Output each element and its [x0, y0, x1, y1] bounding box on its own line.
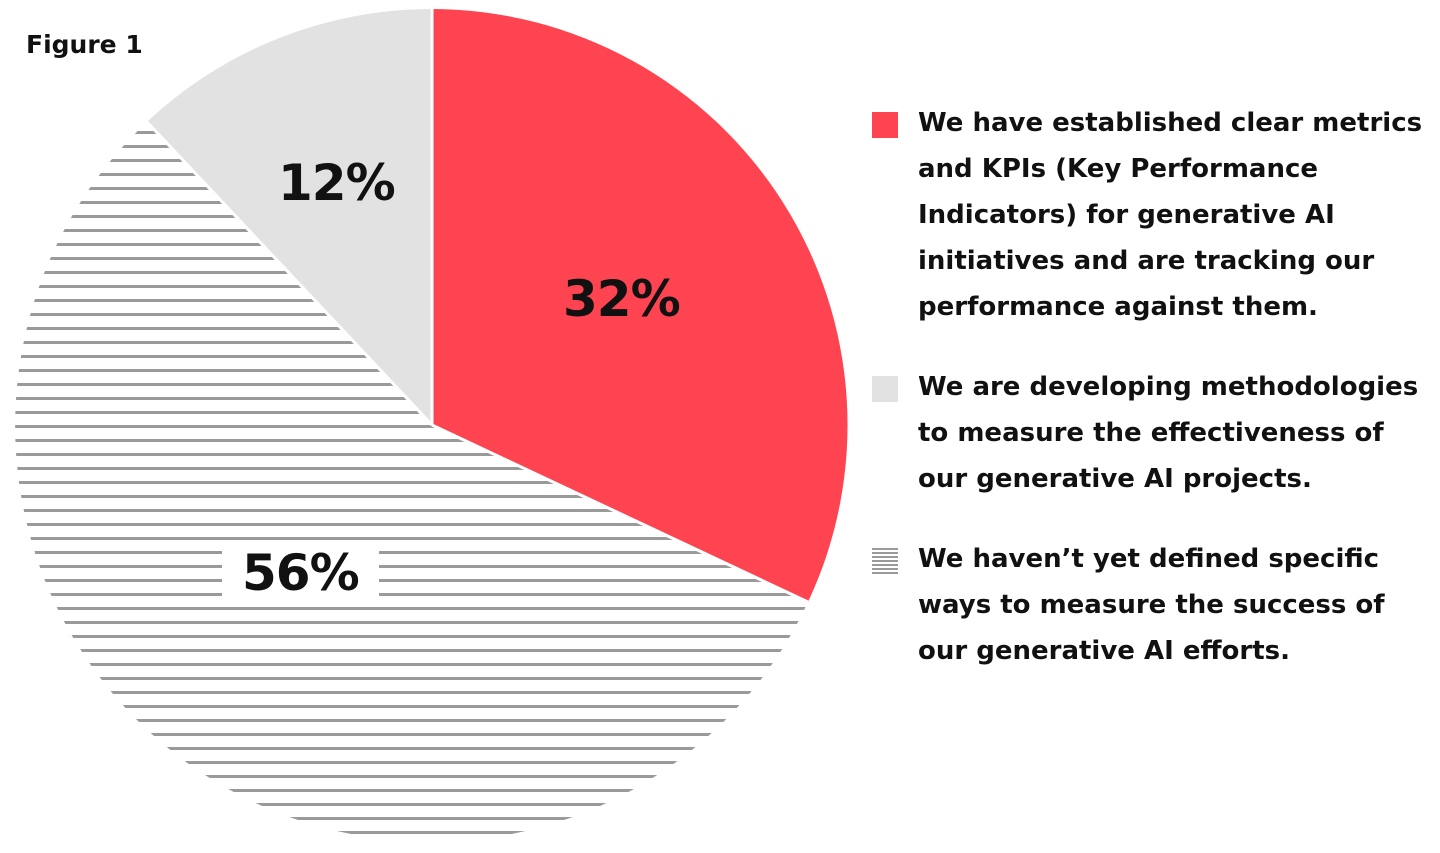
- legend-item-developing: We are developing methodologies to measu…: [872, 364, 1432, 502]
- legend-item-established: We have established clear metrics and KP…: [872, 100, 1432, 330]
- slice-established: [432, 9, 848, 602]
- legend-text: We are developing methodologies to measu…: [918, 372, 1419, 494]
- legend-text: We haven’t yet defined specific ways to …: [918, 544, 1385, 666]
- slice-developing: [147, 9, 432, 425]
- slice-label-56: 56%: [222, 540, 379, 604]
- striped-swatch-icon: [872, 548, 898, 574]
- slice-label-32: 32%: [563, 270, 681, 328]
- legend-text: We have established clear metrics and KP…: [918, 108, 1423, 322]
- red-swatch-icon: [872, 112, 898, 138]
- slice-label-12: 12%: [278, 154, 396, 212]
- legend-item-not-defined: We haven’t yet defined specific ways to …: [872, 536, 1432, 674]
- legend: We have established clear metrics and KP…: [872, 100, 1432, 708]
- gray-swatch-icon: [872, 376, 898, 402]
- slice-not-defined: [15, 122, 809, 842]
- pie-chart: [15, 9, 848, 842]
- figure-title: Figure 1: [26, 30, 143, 59]
